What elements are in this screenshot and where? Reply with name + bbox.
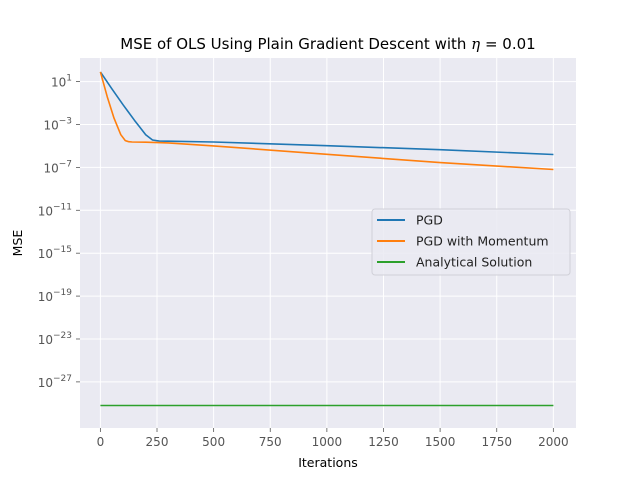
y-tick-label: 10−19 — [38, 288, 73, 304]
legend-entry: PGD — [416, 213, 443, 228]
x-tick-label: 1500 — [425, 435, 456, 449]
legend-entry: Analytical Solution — [416, 255, 532, 270]
legend-box — [371, 208, 571, 276]
y-tick-label: 10−7 — [43, 159, 72, 175]
y-tick-label: 10−11 — [38, 202, 72, 218]
x-tick-label: 250 — [146, 435, 169, 449]
series-line-1 — [99, 71, 554, 171]
x-tick-label: 500 — [202, 435, 225, 449]
x-axis-label: Iterations — [298, 455, 358, 470]
legend: PGD PGD with Momentum Analytical Solution — [371, 208, 571, 276]
y-tick-label: 10−15 — [38, 245, 72, 261]
y-tick-label: 101 — [51, 74, 72, 90]
x-tick-label: 2000 — [538, 435, 569, 449]
y-tick-label: 10−27 — [38, 374, 72, 390]
series-lines — [99, 71, 554, 407]
series-line-0 — [99, 71, 554, 156]
x-tick-label: 0 — [97, 435, 105, 449]
x-tick-label: 1000 — [312, 435, 343, 449]
y-tick-label: 10−23 — [38, 331, 72, 347]
y-tick-label: 10−3 — [43, 116, 72, 132]
x-tick-label: 1250 — [368, 435, 399, 449]
x-tick-label: 1750 — [481, 435, 512, 449]
y-ticks: 101 10−3 10−7 10−11 10−15 10−19 10−23 10−27 — [38, 74, 80, 390]
grid — [80, 58, 576, 428]
y-axis-label: MSE — [10, 230, 25, 257]
x-tick-label: 750 — [259, 435, 282, 449]
legend-entry: PGD with Momentum — [416, 234, 549, 249]
x-ticks: 0 250 500 750 1000 1250 1500 1750 2000 — [97, 428, 569, 449]
chart-title: MSE of OLS Using Plain Gradient Descent … — [120, 35, 535, 53]
